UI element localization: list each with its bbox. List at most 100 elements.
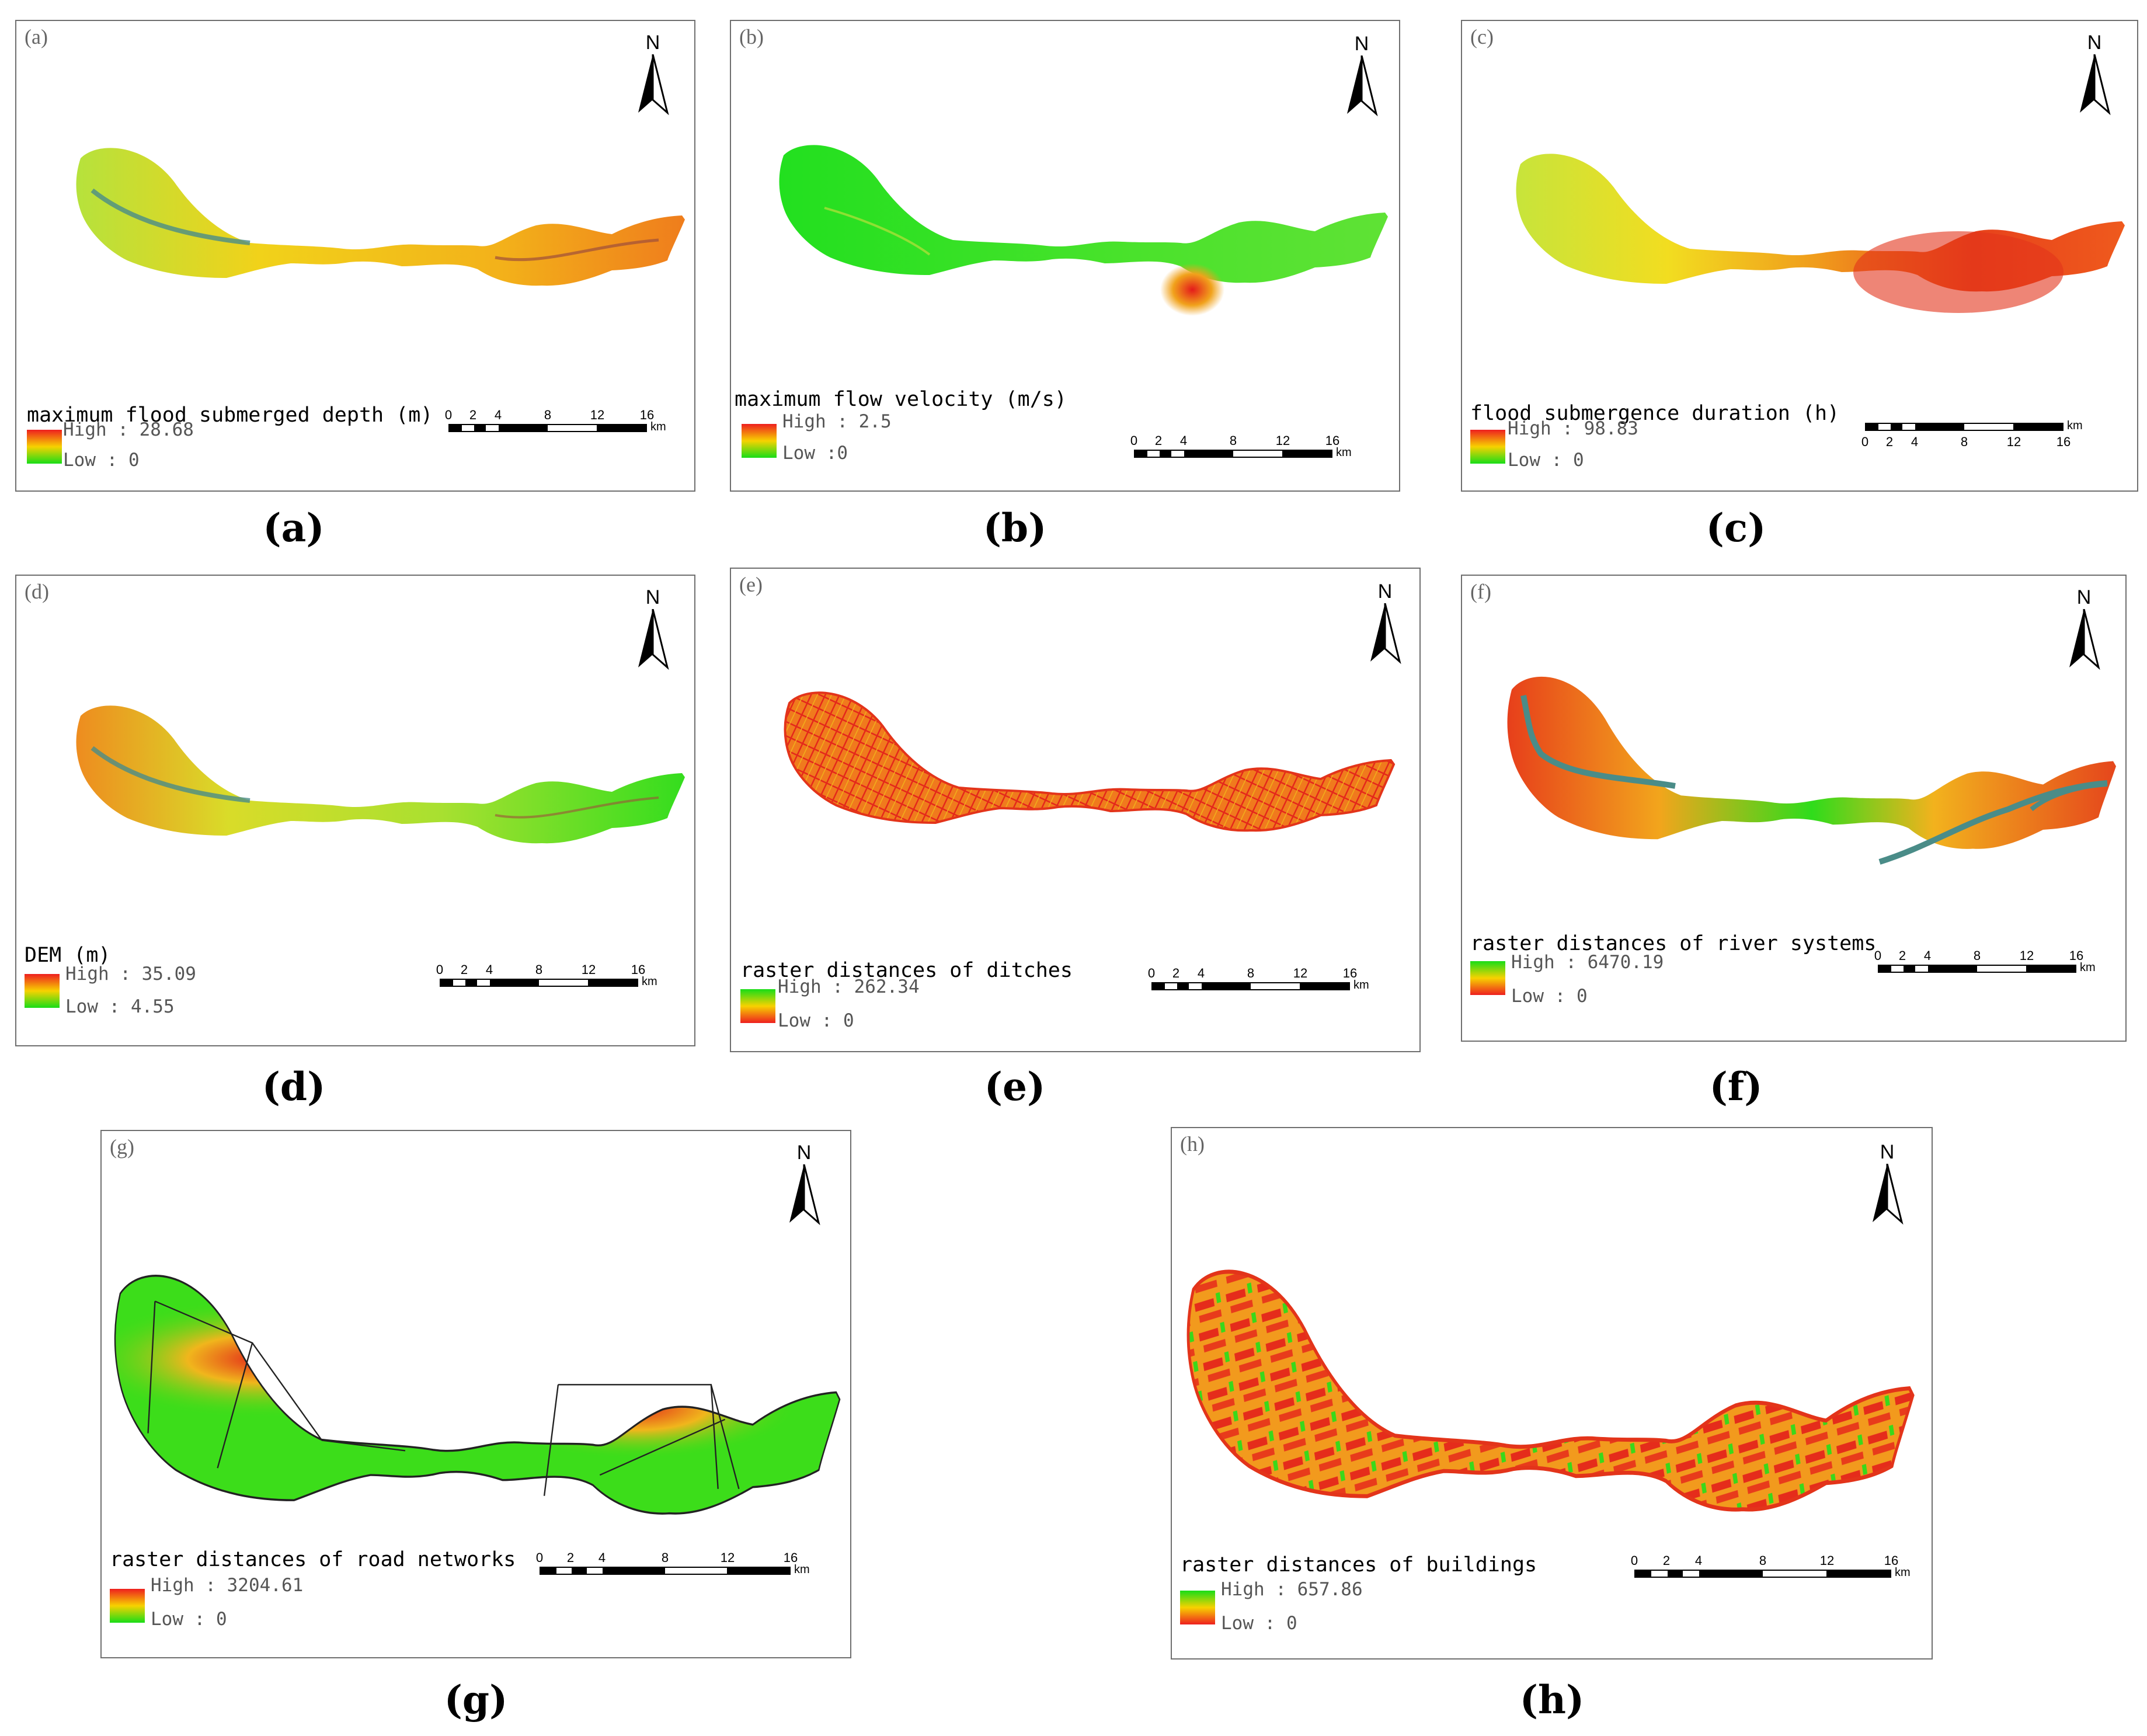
legend-high-value: High : 28.68 xyxy=(63,419,194,440)
scale-tick: 4 xyxy=(494,408,502,422)
north-label: N xyxy=(1880,1141,1895,1163)
scale-tick: 16 xyxy=(783,1550,798,1565)
map-road-distance xyxy=(114,1275,841,1515)
panel-e: (e) N raster distances of ditches High :… xyxy=(730,568,1421,1052)
north-label: N xyxy=(2076,586,2092,608)
panel-caption: (f) xyxy=(1709,1064,1763,1109)
scale-unit: km xyxy=(1336,446,1352,459)
north-label: N xyxy=(645,32,660,54)
scale-tick: 0 xyxy=(444,408,453,422)
scale-tick: 12 xyxy=(1293,966,1308,980)
panel-corner-label: (b) xyxy=(739,25,764,48)
scale-bar: 0 2 4 8 12 16 km xyxy=(536,1550,810,1583)
map-submergence-duration xyxy=(1516,154,2125,313)
panel-caption: (c) xyxy=(1706,505,1766,551)
scale-bar: 0 2 4 8 12 16 km xyxy=(1148,966,1369,999)
legend-low-value: Low : 4.55 xyxy=(65,996,175,1017)
north-label: N xyxy=(645,586,660,608)
scale-tick: 12 xyxy=(2019,948,2034,963)
scale-bar: 0 2 4 8 12 16 km xyxy=(1630,1553,1911,1586)
scale-tick: 12 xyxy=(2006,434,2021,449)
scale-tick: 12 xyxy=(1275,433,1290,448)
scale-bar: 0 2 4 8 12 16 km xyxy=(436,962,657,995)
north-arrow: N xyxy=(2064,586,2104,676)
panel-caption: (g) xyxy=(444,1677,508,1723)
panel-caption: (d) xyxy=(262,1064,326,1109)
scale-tick: 2 xyxy=(1172,966,1180,980)
legend-color-ramp xyxy=(1470,961,1505,995)
north-label: N xyxy=(1377,580,1393,603)
map-flood-depth xyxy=(76,148,685,286)
scale-tick: 4 xyxy=(1911,434,1919,449)
north-label: N xyxy=(2087,32,2102,54)
panel-corner-label: (d) xyxy=(25,580,49,603)
scale-tick: 4 xyxy=(1197,966,1205,980)
north-arrow-icon xyxy=(638,608,669,670)
scale-tick: 16 xyxy=(1884,1553,1899,1568)
scale-tick: 2 xyxy=(1662,1553,1671,1568)
scale-tick: 2 xyxy=(460,962,468,977)
legend-color-ramp xyxy=(1470,430,1505,464)
scale-tick: 0 xyxy=(1861,434,1869,449)
north-arrow: N xyxy=(784,1142,824,1231)
scale-tick: 4 xyxy=(1923,948,1932,963)
scale-bar: 0 2 4 8 12 16 km xyxy=(1861,418,2083,451)
legend-title: raster distances of buildings xyxy=(1180,1553,1537,1577)
north-arrow: N xyxy=(2074,32,2115,121)
legend-low-value: Low : 0 xyxy=(151,1609,227,1630)
panel-d: (d) N DEM (m) High : 35.09 Low : 4.55 0 … xyxy=(15,575,695,1046)
scale-tick: 0 xyxy=(1630,1553,1638,1568)
map-river-distance xyxy=(1507,676,2116,865)
scale-tick: 8 xyxy=(535,962,543,977)
scale-tick: 2 xyxy=(469,408,477,422)
north-arrow: N xyxy=(1365,580,1405,670)
legend-title: raster distances of river systems xyxy=(1470,932,1877,955)
scale-unit: km xyxy=(650,420,666,433)
map-flow-velocity xyxy=(779,145,1388,316)
legend-title: maximum flow velocity (m/s) xyxy=(735,388,1067,411)
scale-unit: km xyxy=(1895,1566,1911,1579)
panel-corner-label: (c) xyxy=(1470,25,1494,48)
north-label: N xyxy=(796,1142,812,1164)
panel-corner-label: (a) xyxy=(25,25,48,48)
scale-tick: 0 xyxy=(1874,948,1882,963)
scale-tick: 2 xyxy=(1885,434,1894,449)
north-arrow: N xyxy=(1867,1141,1908,1230)
map-dem xyxy=(76,705,685,844)
scale-tick: 16 xyxy=(1325,433,1340,448)
scale-tick: 8 xyxy=(1229,433,1237,448)
panel-a: (a) N maximum flood submerged depth (m) … xyxy=(15,20,695,492)
legend-high-value: High : 657.86 xyxy=(1221,1579,1363,1600)
scale-tick: 12 xyxy=(1819,1553,1835,1568)
map-building-distance xyxy=(1181,1262,1922,1554)
legend-low-value: Low :0 xyxy=(782,443,848,464)
legend-high-value: High : 3204.61 xyxy=(151,1575,304,1596)
scale-tick: 4 xyxy=(485,962,493,977)
scale-tick: 8 xyxy=(1973,948,1981,963)
scale-tick: 2 xyxy=(1898,948,1906,963)
north-arrow-icon xyxy=(1370,603,1401,665)
legend-color-ramp xyxy=(110,1589,145,1623)
legend-title: DEM (m) xyxy=(25,944,111,967)
scale-tick: 12 xyxy=(590,408,605,422)
panel-h: (h) N raster distances of buildings High… xyxy=(1171,1127,1933,1660)
panel-caption: (b) xyxy=(983,505,1047,551)
scale-tick: 0 xyxy=(1130,433,1138,448)
legend-color-ramp xyxy=(742,424,777,458)
north-arrow-icon xyxy=(2080,54,2111,116)
panel-caption: (h) xyxy=(1519,1677,1585,1723)
scale-bar: 0 2 4 8 12 16 km xyxy=(444,408,666,440)
north-arrow: N xyxy=(632,586,673,676)
scale-tick: 4 xyxy=(1694,1553,1703,1568)
legend-low-value: Low : 0 xyxy=(63,450,140,471)
legend-high-value: High : 262.34 xyxy=(778,976,920,997)
scale-unit: km xyxy=(1353,979,1369,991)
legend-low-value: Low : 0 xyxy=(1221,1613,1297,1634)
scale-tick: 16 xyxy=(639,408,655,422)
north-arrow-icon xyxy=(789,1164,820,1226)
scale-tick: 8 xyxy=(661,1550,669,1565)
scale-unit: km xyxy=(642,975,657,988)
legend-high-value: High : 6470.19 xyxy=(1511,952,1664,973)
panel-caption: (a) xyxy=(263,505,325,551)
scale-tick: 8 xyxy=(1960,434,1968,449)
